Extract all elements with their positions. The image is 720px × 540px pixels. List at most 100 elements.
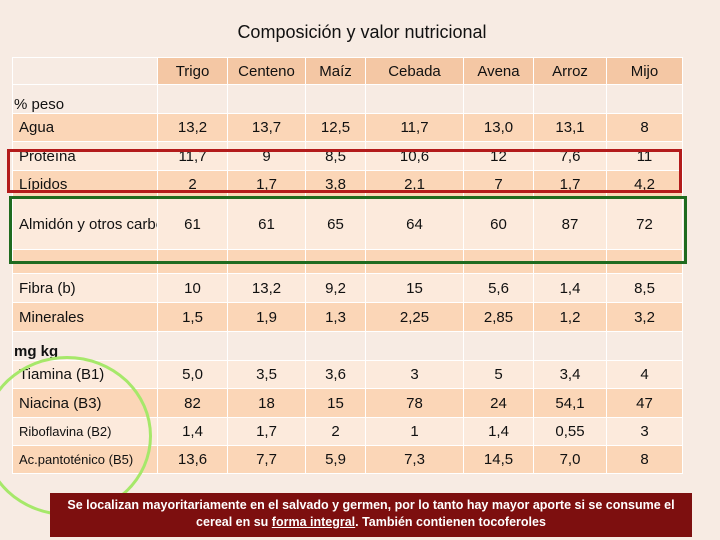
column-header: Arroz	[533, 57, 607, 85]
table-cell: 7,3	[365, 445, 464, 474]
table-row: Agua 13,2 13,7 12,5 11,7 13,0 13,1 8	[12, 113, 683, 142]
table-cell: 7,7	[227, 445, 306, 474]
table-cell: 0,55	[533, 417, 607, 446]
table-cell: 3	[365, 360, 464, 389]
section-filler-cell	[305, 84, 366, 114]
table-cell: 11,7	[157, 141, 228, 171]
table-cell: 12,5	[305, 113, 366, 142]
table-cell: 7	[463, 170, 534, 199]
table-cell: 47	[606, 388, 683, 418]
table-cell: 2,25	[365, 302, 464, 332]
table-cell: 72	[606, 198, 683, 250]
table-cell: 10,6	[365, 141, 464, 171]
table-cell: 7,0	[533, 445, 607, 474]
column-header: Trigo	[157, 57, 228, 85]
row-label: Fibra (b)	[12, 273, 158, 303]
table-cell: 61	[157, 198, 228, 250]
table-cell: 1,5	[157, 302, 228, 332]
footnote-banner: Se localizan mayoritariamente en el salv…	[50, 493, 692, 537]
table-cell: 24	[463, 388, 534, 418]
section-filler-cell	[157, 84, 228, 114]
table-cell: 3	[606, 417, 683, 446]
section-header-row: mg kg	[12, 331, 683, 361]
section-filler-cell	[533, 84, 607, 114]
table-cell: 5,9	[305, 445, 366, 474]
table-cell: 11	[606, 141, 683, 171]
table-cell: 9	[227, 141, 306, 171]
table-cell: 78	[365, 388, 464, 418]
table-cell: 60	[463, 198, 534, 250]
table-cell: 10	[157, 273, 228, 303]
table-cell: 1,4	[157, 417, 228, 446]
table-cell: 13,2	[157, 113, 228, 142]
table-cell: 65	[305, 198, 366, 250]
table-cell: 11,7	[365, 113, 464, 142]
section-filler-cell	[227, 331, 306, 361]
protein-highlight-box	[7, 149, 682, 193]
section-filler-cell	[463, 84, 534, 114]
table-cell: 1,2	[533, 302, 607, 332]
table-cell: 5	[463, 360, 534, 389]
footnote-text: Se localizan mayoritariamente en el salv…	[67, 498, 675, 529]
table-row: Minerales 1,5 1,9 1,3 2,25 2,85 1,2 3,2	[12, 302, 683, 332]
table-cell: 8	[606, 113, 683, 142]
section-filler-cell	[157, 331, 228, 361]
table-cell: 2	[305, 417, 366, 446]
table-row: Almidón y otros carbo-hidratos6161656460…	[12, 198, 683, 250]
table-cell: 61	[227, 198, 306, 250]
table-cell: 13,0	[463, 113, 534, 142]
column-header: Maíz	[305, 57, 366, 85]
table-cell: 15	[305, 388, 366, 418]
section-filler-cell	[463, 331, 534, 361]
table-cell: 9,2	[305, 273, 366, 303]
table-cell: 14,5	[463, 445, 534, 474]
table-cell: 18	[227, 388, 306, 418]
table-cell: 5,0	[157, 360, 228, 389]
column-header: Cebada	[365, 57, 464, 85]
column-header-row: Trigo Centeno Maíz Cebada Avena Arroz Mijo	[12, 57, 683, 85]
section-filler-cell	[227, 84, 306, 114]
table-cell: 13,7	[227, 113, 306, 142]
table-cell: 4,2	[606, 170, 683, 199]
table-cell: 1,7	[533, 170, 607, 199]
header-corner-cell	[12, 57, 158, 85]
table-cell: 8	[606, 445, 683, 474]
table-cell: 3,6	[305, 360, 366, 389]
table-row: Fibra (b) 10 13,2 9,2 15 5,6 1,4 8,5	[12, 273, 683, 303]
section-filler-cell	[533, 331, 607, 361]
table-cell: 7,6	[533, 141, 607, 171]
table-cell: 3,5	[227, 360, 306, 389]
table-cell: 15	[365, 273, 464, 303]
table-cell: 82	[157, 388, 228, 418]
table-cell: 1,4	[463, 417, 534, 446]
table-cell: 3,2	[606, 302, 683, 332]
table-cell: 13,1	[533, 113, 607, 142]
section-label: % peso	[12, 84, 158, 114]
table-cell: 3,8	[305, 170, 366, 199]
footnote-text-end: . También contienen tocoferoles	[355, 515, 546, 529]
table-row: Tiamina (B1) 5,0 3,5 3,6 3 5 3,4 4	[12, 360, 683, 389]
table-cell: 13,6	[157, 445, 228, 474]
section-label: mg kg	[12, 331, 158, 361]
table-cell: 1	[365, 417, 464, 446]
row-label: Agua	[12, 113, 158, 142]
table-cell: 1,7	[227, 417, 306, 446]
table-cell: 2	[157, 170, 228, 199]
section-filler-cell	[305, 331, 366, 361]
table-cell: 64	[365, 198, 464, 250]
table-cell: 1,7	[227, 170, 306, 199]
section-filler-cell	[365, 84, 464, 114]
section-header-row: % peso	[12, 84, 683, 114]
table-cell: 8,5	[606, 273, 683, 303]
row-label: Minerales	[12, 302, 158, 332]
table-cell: 1,3	[305, 302, 366, 332]
table-cell: 8,5	[305, 141, 366, 171]
table-cell: 2,85	[463, 302, 534, 332]
table-cell: 3,4	[533, 360, 607, 389]
table-cell: 1,4	[533, 273, 607, 303]
column-header: Avena	[463, 57, 534, 85]
column-header: Centeno	[227, 57, 306, 85]
section-filler-cell	[606, 84, 683, 114]
slide-title: Composición y valor nutricional	[237, 22, 487, 42]
table-cell: 5,6	[463, 273, 534, 303]
